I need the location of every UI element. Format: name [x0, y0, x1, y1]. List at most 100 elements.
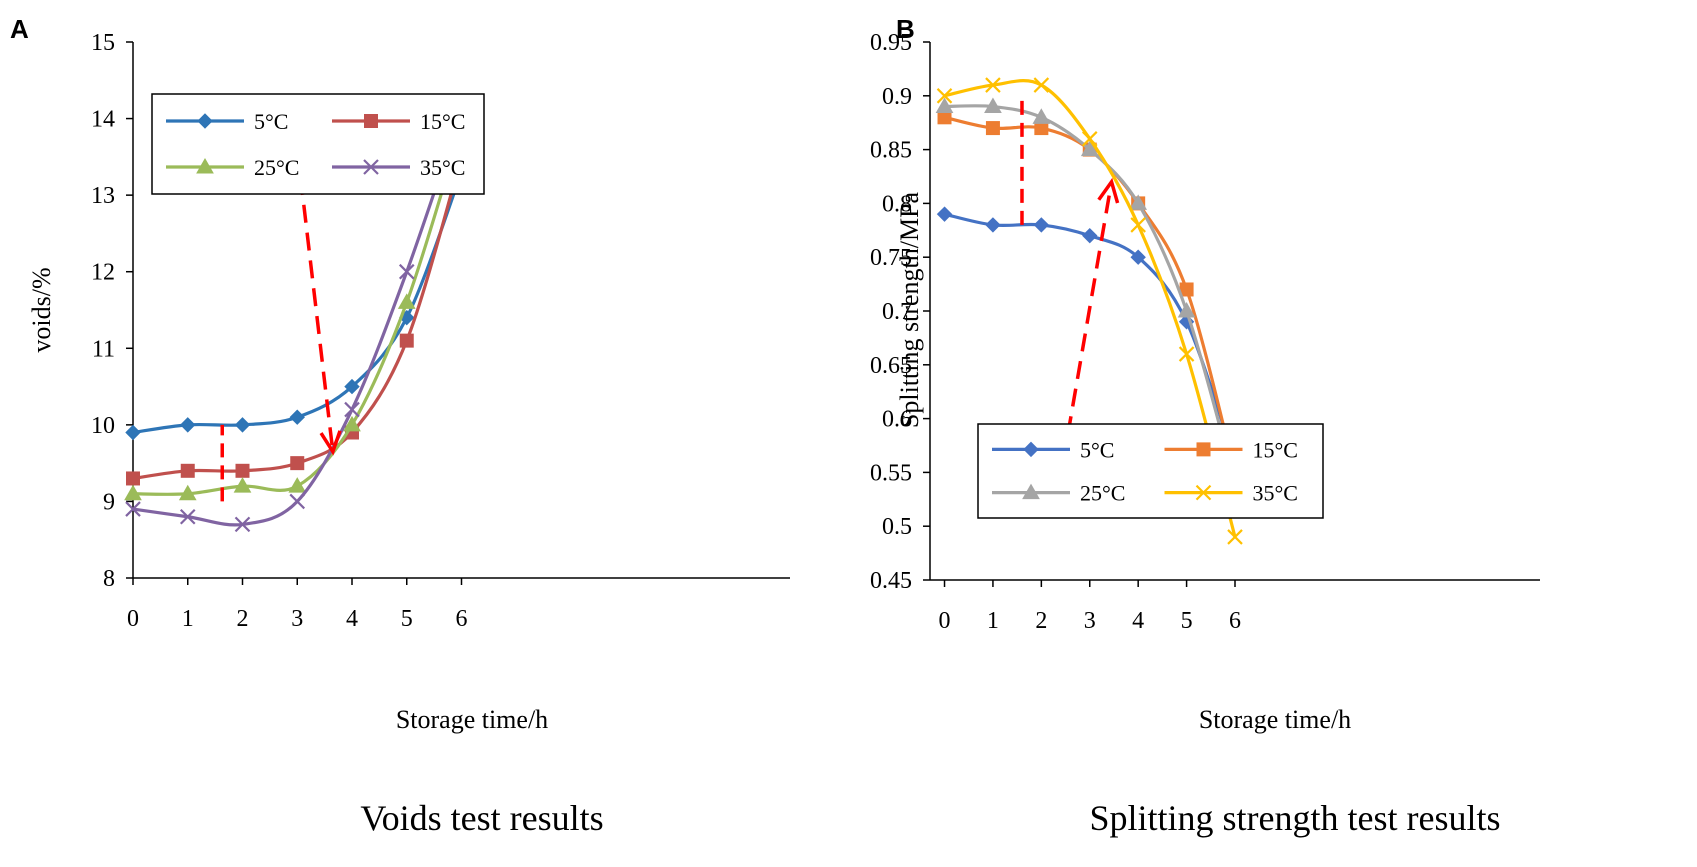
panel-a-data-point — [180, 417, 196, 433]
panel-b-data-point — [936, 206, 953, 222]
panel-b-legend-label: 25°C — [1080, 481, 1125, 506]
panel-b-dashed-arrow — [1061, 181, 1114, 462]
panel-a-data-point — [125, 501, 141, 517]
panel-a-data-point — [235, 463, 250, 478]
panel-a-data-point — [397, 293, 416, 309]
panel-a-data-point — [125, 424, 141, 441]
panel-b-legend-label: 5°C — [1080, 437, 1114, 462]
panel-a-x-tick-label: 6 — [456, 606, 468, 632]
panel-b-x-tick-label: 5 — [1181, 608, 1193, 634]
panel-a-data-point — [234, 516, 251, 533]
panel-a-y-tick-label: 8 — [103, 566, 115, 592]
panel-a-x-tick-label: 4 — [346, 606, 358, 632]
panel-b-legend-marker — [1196, 442, 1211, 457]
panel-b-y-tick-label: 0.45 — [870, 568, 912, 594]
panel-a-data-point — [399, 333, 414, 348]
panel-a-y-tick-label: 14 — [91, 107, 115, 133]
panel-a-y-tick-label: 15 — [91, 30, 115, 56]
panel-b-data-point — [1129, 194, 1148, 210]
panel-a-data-point — [289, 493, 306, 510]
panel-b-annotations — [1020, 95, 1120, 462]
panel-b-y-tick-label: 0.9 — [882, 84, 912, 110]
panel-a-data-point — [180, 463, 195, 478]
panel-b-y-tick-label: 0.6 — [882, 407, 912, 433]
panel-b-x-tick-label: 1 — [987, 608, 999, 634]
panel-a-x-tick-label: 2 — [237, 606, 249, 632]
panel-a-data-point — [344, 401, 360, 418]
panel-b-legend-item: 35°C — [1164, 481, 1298, 506]
panel-a-data-point — [288, 477, 307, 493]
panel-b-x-axis-label: Storage time/h — [1199, 705, 1351, 734]
panel-b-data-point — [1033, 77, 1050, 93]
panel-b-y-tick-label: 0.55 — [870, 460, 912, 486]
panel-b-legend-item: 25°C — [992, 481, 1125, 506]
panel-a-y-tick-label: 12 — [91, 260, 115, 286]
panel-b-y-tick-label: 0.85 — [870, 138, 912, 164]
panel-b-data-point — [984, 97, 1002, 114]
panel-b-x-tick-label: 0 — [939, 608, 951, 634]
panel-b-y-tick-label: 0.8 — [882, 191, 912, 217]
panel-a-data-point — [234, 417, 251, 433]
panel-b-legend: 5°C 15°C 25°C 35°C — [977, 423, 1324, 519]
panel-a-legend-item: 25°C — [166, 155, 299, 180]
panel-b-legend-label: 15°C — [1253, 437, 1298, 462]
panel-b-legend-marker — [1022, 483, 1040, 500]
panel-a-data-point — [126, 471, 140, 486]
panel-a-legend-item: 15°C — [332, 109, 465, 134]
panel-a-legend-label: 25°C — [254, 155, 299, 180]
panel-a-series-line — [132, 171, 463, 435]
panel-b-data-point — [1080, 140, 1099, 157]
panel-a-legend-marker — [363, 159, 379, 175]
panel-b-data-point — [1130, 249, 1146, 265]
panel-b-data-point — [1032, 108, 1051, 124]
panel-b-x-tick-label: 3 — [1084, 608, 1096, 634]
panel-a-x-tick-label: 3 — [291, 606, 303, 632]
panel-b-legend-box — [977, 423, 1324, 519]
panel-a-data-point — [343, 415, 361, 432]
panel-a-x-tick-label: 5 — [401, 606, 413, 632]
panel-b-data-point — [985, 77, 1001, 93]
panel-a-legend-marker — [364, 114, 378, 128]
panel-b-series — [935, 77, 1244, 545]
panel-a-x-tick-label: 1 — [182, 606, 194, 632]
panel-b-data-point — [985, 121, 1000, 136]
panel-b-y-tick-label: 0.7 — [882, 299, 912, 325]
panel-a-legend-marker — [196, 157, 214, 174]
panel-a-data-point — [124, 484, 142, 501]
panel-b-y-tick-label: 0.65 — [870, 353, 912, 379]
panel-a-x-tick-label: 0 — [127, 606, 139, 632]
panel-a-legend-label: 5°C — [254, 109, 288, 134]
panel-a-legend-box — [151, 93, 485, 195]
panel-b-y-tick-label: 0.95 — [870, 30, 912, 56]
panel-a-legend-item: 5°C — [166, 109, 288, 134]
panel-b-caption: Splitting strength test results — [1090, 798, 1501, 838]
panel-b-y-axis-label: Splitting strength/MPa — [895, 191, 924, 428]
panel-b-legend-marker — [1023, 441, 1039, 458]
panel-b-y-tick-label: 0.5 — [882, 514, 912, 540]
panel-a-legend-item: 35°C — [332, 155, 465, 180]
panel-b-x-tick-label: 4 — [1132, 608, 1144, 634]
panel-b: B 0.45 0.5 0.55 0.6 0.65 0.7 0.75 0.8 0.85 0.9 0.9… — [870, 14, 1540, 838]
panel-b-x-tick-label: 6 — [1229, 608, 1241, 634]
panel-b-data-point — [985, 217, 1001, 233]
panel-b-legend-label: 35°C — [1253, 481, 1298, 506]
panel-a-caption: Voids test results — [360, 798, 603, 838]
panel-a-arrowhead — [319, 430, 342, 456]
panel-b-data-point — [1227, 529, 1243, 545]
panel-letter-b: B — [896, 14, 915, 44]
panel-a-y-axis-label: voids/% — [27, 267, 56, 352]
panel-a-data-point — [178, 484, 197, 501]
panel-a-series-line — [132, 110, 464, 527]
panel-a-y-tick-label: 11 — [92, 336, 115, 362]
panel-a-y-tick-label: 13 — [91, 183, 115, 209]
panel-b-legend-item: 15°C — [1164, 437, 1298, 462]
panel-a-data-point — [179, 508, 196, 525]
panel-a-data-point — [344, 378, 360, 395]
panel-a-y-tick-label: 10 — [91, 413, 115, 439]
panel-a-data-point — [290, 456, 305, 471]
panel-b-x-tick-label: 2 — [1035, 608, 1047, 634]
panel-a-data-point — [289, 409, 305, 425]
